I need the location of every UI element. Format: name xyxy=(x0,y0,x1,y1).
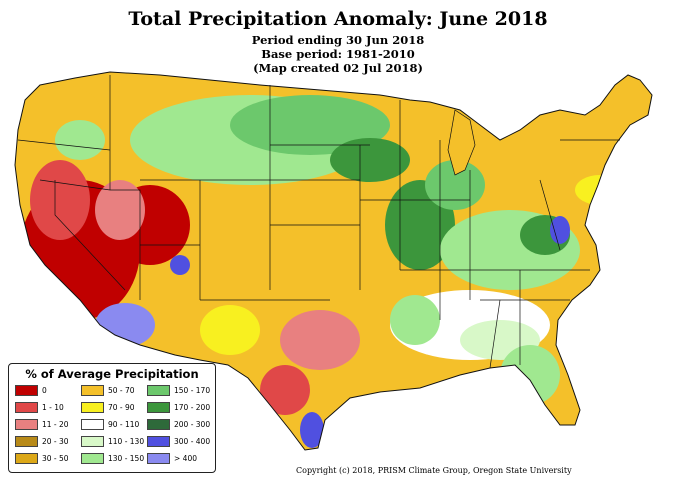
legend-item: 20 - 30 xyxy=(15,435,69,448)
legend-item: 11 - 20 xyxy=(15,418,69,431)
legend-item: 50 - 70 xyxy=(81,384,135,397)
copyright-notice: Copyright (c) 2018, PRISM Climate Group,… xyxy=(296,466,572,475)
legend-label: 1 - 10 xyxy=(42,403,64,412)
legend-label: 200 - 300 xyxy=(174,420,211,429)
map-title: Total Precipitation Anomaly: June 2018 xyxy=(128,8,548,30)
legend-title: % of Average Precipitation xyxy=(25,367,199,381)
base-period-subtitle: Base period: 1981-2010 xyxy=(261,47,415,61)
legend-swatch xyxy=(147,436,170,447)
legend-swatch xyxy=(81,453,104,464)
legend-item: 90 - 110 xyxy=(81,418,139,431)
legend-swatch xyxy=(15,436,38,447)
legend-label: > 400 xyxy=(174,454,197,463)
map-created-subtitle: (Map created 02 Jul 2018) xyxy=(253,61,423,75)
legend-label: 90 - 110 xyxy=(108,420,140,429)
legend-swatch xyxy=(147,453,170,464)
legend-label: 110 - 130 xyxy=(108,437,145,446)
legend-item: > 400 xyxy=(147,452,197,465)
legend-swatch xyxy=(15,419,38,430)
legend-item: 0 xyxy=(15,384,47,397)
legend-swatch xyxy=(81,436,104,447)
legend-swatch xyxy=(81,402,104,413)
legend-item: 70 - 90 xyxy=(81,401,135,414)
legend-label: 170 - 200 xyxy=(174,403,211,412)
legend-swatch xyxy=(147,419,170,430)
legend-item: 110 - 130 xyxy=(81,435,144,448)
legend-item: 30 - 50 xyxy=(15,452,69,465)
legend-label: 130 - 150 xyxy=(108,454,145,463)
legend-label: 11 - 20 xyxy=(42,420,69,429)
legend-label: 0 xyxy=(42,386,47,395)
legend-label: 70 - 90 xyxy=(108,403,135,412)
legend-label: 150 - 170 xyxy=(174,386,211,395)
legend-label: 50 - 70 xyxy=(108,386,135,395)
legend-swatch xyxy=(15,385,38,396)
legend-item: 1 - 10 xyxy=(15,401,64,414)
legend-swatch xyxy=(81,385,104,396)
legend-swatch xyxy=(15,453,38,464)
legend-item: 200 - 300 xyxy=(147,418,210,431)
legend-item: 170 - 200 xyxy=(147,401,210,414)
us-outline xyxy=(14,71,653,451)
legend-item: 300 - 400 xyxy=(147,435,210,448)
legend-swatch xyxy=(147,385,170,396)
legend-label: 30 - 50 xyxy=(42,454,69,463)
michigan-shape xyxy=(447,109,476,176)
legend-swatch xyxy=(81,419,104,430)
legend-swatch xyxy=(15,402,38,413)
state-borders xyxy=(17,75,620,369)
legend-label: 20 - 30 xyxy=(42,437,69,446)
legend-label: 300 - 400 xyxy=(174,437,211,446)
legend: % of Average Precipitation 0 1 - 10 11 - 2… xyxy=(8,363,216,473)
period-subtitle: Period ending 30 Jun 2018 xyxy=(251,33,425,47)
legend-item: 130 - 150 xyxy=(81,452,144,465)
legend-item: 150 - 170 xyxy=(147,384,210,397)
legend-swatch xyxy=(147,402,170,413)
